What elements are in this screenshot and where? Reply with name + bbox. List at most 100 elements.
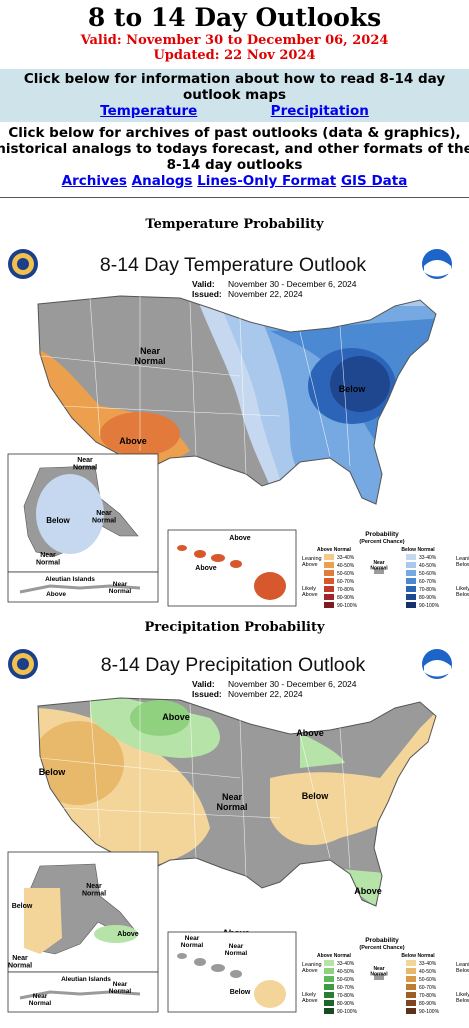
legend-likely-above: Likely Above bbox=[302, 992, 318, 1004]
legend-below-swatch bbox=[406, 562, 416, 568]
legend-subtitle: (Percent Chance) bbox=[359, 539, 404, 545]
legend-below-swatch bbox=[406, 960, 416, 966]
legend-above-range: 60-70% bbox=[337, 579, 355, 585]
legend-above-swatch bbox=[324, 570, 334, 576]
legend-below-range: 40-50% bbox=[419, 969, 437, 975]
legend-above-range: 80-90% bbox=[337, 1001, 355, 1007]
legend-above-range: 90-100% bbox=[337, 1009, 358, 1015]
legend-above-range: 50-60% bbox=[337, 571, 355, 577]
legend-above-swatch bbox=[324, 1000, 334, 1006]
legend-above-swatch bbox=[324, 594, 334, 600]
legend-above-range: 33-40% bbox=[337, 961, 355, 967]
precip-al-near-normal-1: Near Normal bbox=[29, 993, 52, 1007]
legend-near-normal-swatch bbox=[374, 568, 384, 574]
legend-above-swatch bbox=[324, 992, 334, 998]
precip-issued-label: Issued: bbox=[192, 689, 222, 699]
legend-below-swatch bbox=[406, 1008, 416, 1014]
legend-above-header: Above Normal bbox=[317, 953, 352, 959]
precip-aleutian-label: Aleutian Islands bbox=[61, 976, 111, 983]
info-text: Click below for information about how to… bbox=[23, 71, 446, 103]
legend-title: Probability bbox=[365, 531, 399, 538]
precip-label-below-w: Below bbox=[39, 767, 67, 777]
precip-ak-above: Above bbox=[117, 931, 139, 938]
temp-ak-near-normal-3: Near Normal bbox=[36, 552, 60, 567]
legend-near-normal: Near Normal bbox=[370, 966, 388, 978]
legend-above-range: 60-70% bbox=[337, 985, 355, 991]
temperature-legend: Probability(Percent Chance) Above Normal B… bbox=[302, 531, 469, 609]
legend-below-range: 90-100% bbox=[419, 1009, 440, 1015]
temperature-map-svg: 8-14 Day Temperature Outlook Valid: Nove… bbox=[0, 236, 469, 620]
legend-below-range: 70-80% bbox=[419, 993, 437, 999]
page-title: 8 to 14 Day Outlooks bbox=[87, 3, 382, 32]
noaa-logo-icon bbox=[422, 249, 452, 279]
precip-hi-below: Below bbox=[230, 989, 251, 996]
legend-above-range: 70-80% bbox=[337, 993, 355, 999]
legend-below-swatch bbox=[406, 570, 416, 576]
legend-near-normal-swatch bbox=[374, 974, 384, 980]
precip-ak-near-normal-2: Near Normal bbox=[8, 955, 32, 970]
temperature-help-link[interactable]: Temperature bbox=[100, 103, 198, 119]
legend-likely-below: Likely Below bbox=[456, 586, 469, 598]
info-box: Click below for information about how to… bbox=[0, 69, 469, 122]
gis-data-link[interactable]: GIS Data bbox=[340, 173, 408, 189]
temp-hi-above-2: Above bbox=[195, 565, 217, 572]
legend-above-swatch bbox=[324, 586, 334, 592]
precip-issued-value: November 22, 2024 bbox=[228, 689, 303, 699]
legend-below-swatch bbox=[406, 1000, 416, 1006]
precip-label-above-ne: Above bbox=[296, 728, 324, 738]
legend-below-swatch bbox=[406, 602, 416, 608]
legend-above-header: Above Normal bbox=[317, 547, 352, 553]
legend-above-range: 33-40% bbox=[337, 555, 355, 561]
legend-above-swatch bbox=[324, 960, 334, 966]
temperature-map[interactable]: 8-14 Day Temperature Outlook Valid: Nove… bbox=[0, 236, 469, 620]
precip-label-above-n: Above bbox=[162, 712, 190, 722]
legend-below-swatch bbox=[406, 594, 416, 600]
analogs-link[interactable]: Analogs bbox=[131, 173, 193, 189]
legend-below-swatch bbox=[406, 968, 416, 974]
precip-label-near-normal: Near Normal bbox=[216, 792, 247, 812]
precip-ak-below: Below bbox=[12, 903, 33, 910]
temp-label-above: Above bbox=[119, 436, 147, 446]
legend-below-swatch bbox=[406, 554, 416, 560]
archives-text-3: 8-14 day outlooks bbox=[166, 157, 303, 173]
legend-below-range: 80-90% bbox=[419, 1001, 437, 1007]
legend-above-range: 40-50% bbox=[337, 969, 355, 975]
precipitation-map[interactable]: 8-14 Day Precipitation Outlook Valid: No… bbox=[0, 638, 469, 1024]
precipitation-legend: Probability(Percent Chance) Above Normal B… bbox=[302, 937, 469, 1015]
archives-link[interactable]: Archives bbox=[61, 173, 127, 189]
precip-hi-near-normal-2: Near Normal bbox=[225, 943, 248, 957]
legend-below-swatch bbox=[406, 976, 416, 982]
legend-below-swatch bbox=[406, 586, 416, 592]
legend-above-swatch bbox=[324, 976, 334, 982]
precip-al-near-normal-2: Near Normal bbox=[109, 981, 132, 995]
temp-ak-near-normal-1: Near Normal bbox=[73, 457, 97, 472]
legend-above-range: 50-60% bbox=[337, 977, 355, 983]
precip-valid-value: November 30 - December 6, 2024 bbox=[228, 679, 357, 689]
legend-below-range: 70-80% bbox=[419, 587, 437, 593]
legend-above-range: 90-100% bbox=[337, 603, 358, 609]
legend-above-range: 40-50% bbox=[337, 563, 355, 569]
archives-section: Click below for archives of past outlook… bbox=[0, 125, 469, 189]
temperature-issued-label: Issued: bbox=[192, 289, 222, 299]
temp-hi-above-1: Above bbox=[229, 535, 251, 542]
legend-leaning-above: Leaning Above bbox=[302, 556, 322, 568]
precipitation-help-link[interactable]: Precipitation bbox=[270, 103, 369, 119]
legend-above-swatch bbox=[324, 968, 334, 974]
legend-below-range: 33-40% bbox=[419, 555, 437, 561]
legend-below-range: 33-40% bbox=[419, 961, 437, 967]
precipitation-section-title: Precipitation Probability bbox=[144, 620, 325, 635]
legend-near-normal: Near Normal bbox=[370, 560, 388, 572]
temperature-map-title: 8-14 Day Temperature Outlook bbox=[100, 254, 367, 276]
precip-label-below-e: Below bbox=[302, 791, 330, 801]
legend-above-range: 80-90% bbox=[337, 595, 355, 601]
lines-only-link[interactable]: Lines-Only Format bbox=[197, 173, 337, 189]
legend-title: Probability bbox=[365, 937, 399, 944]
legend-below-header: Below Normal bbox=[401, 953, 435, 959]
noaa-commerce-seal-icon bbox=[8, 249, 38, 279]
legend-below-header: Below Normal bbox=[401, 547, 435, 553]
precipitation-map-title: 8-14 Day Precipitation Outlook bbox=[101, 654, 366, 676]
legend-below-range: 80-90% bbox=[419, 595, 437, 601]
legend-below-swatch bbox=[406, 992, 416, 998]
legend-above-swatch bbox=[324, 984, 334, 990]
noaa-logo-icon bbox=[422, 649, 452, 679]
